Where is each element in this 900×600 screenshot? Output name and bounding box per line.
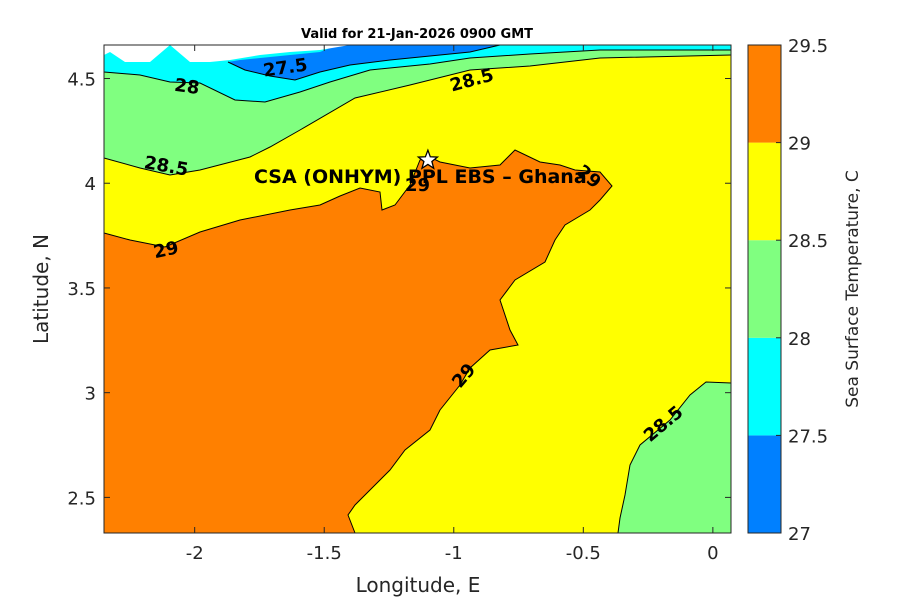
contour-line-29 <box>103 149 613 534</box>
contour-line-28.5-north <box>103 54 732 176</box>
colorbar-tick-label: 29.5 <box>788 36 828 57</box>
band-29-29.5-area <box>104 150 612 533</box>
band-28-28.5-southeast-area <box>618 382 731 533</box>
colorbar-band <box>748 142 781 241</box>
colorbar-tick-label: 29 <box>788 134 811 155</box>
no-data-area <box>104 45 350 62</box>
y-tick-label: 2.5 <box>67 488 96 509</box>
x-tick-label: -1.5 <box>307 543 342 564</box>
plot-frame <box>103 44 732 534</box>
x-axis-title: Longitude, E <box>356 573 481 597</box>
contour-line-28-north <box>103 49 731 103</box>
site-marker-group: CSA (ONHYM) PPL EBS – Ghana <box>254 148 587 188</box>
contour-line-28.5-southeast <box>617 381 732 534</box>
colorbar-title: Sea Surface Temperature, C <box>843 170 863 408</box>
colorbar: 27 27.5 28 28.5 29 29.5 <box>747 36 828 545</box>
colorbar-tick-label: 28 <box>788 329 811 350</box>
colorbar-tick-label: 28.5 <box>788 231 828 252</box>
y-tick-label: 4.5 <box>67 70 96 91</box>
x-tick-label: 0 <box>707 543 718 564</box>
colorbar-frame <box>747 44 782 534</box>
y-axis-title: Latitude, N <box>29 234 53 344</box>
contour-label: 29 <box>152 237 181 263</box>
y-tick-label: 3 <box>85 384 96 405</box>
colorbar-band <box>748 337 781 436</box>
chart-title: Valid for 21-Jan-2026 0900 GMT <box>301 27 533 42</box>
y-tick-label: 3.5 <box>67 279 96 300</box>
x-tick-label: -0.5 <box>566 543 601 564</box>
colorbar-band <box>748 45 781 143</box>
y-axis: 2.5 3 3.5 4 4.5 <box>67 70 731 509</box>
contour-label: 28 <box>173 75 201 99</box>
colorbar-tick-label: 27.5 <box>788 426 828 447</box>
contour-label: 29 <box>405 175 430 196</box>
x-tick-label: -2 <box>186 543 204 564</box>
colorbar-band <box>748 240 781 338</box>
colorbar-band <box>748 435 781 533</box>
band-27-27.5-area <box>228 45 500 80</box>
y-tick-label: 4 <box>85 174 96 195</box>
colorbar-tick-label: 27 <box>788 524 811 545</box>
contour-line-27.5 <box>227 44 501 81</box>
x-axis: -2 -1.5 -1 -0.5 0 <box>186 45 719 564</box>
contour-map <box>103 44 732 534</box>
site-label: CSA (ONHYM) PPL EBS – Ghana <box>254 166 587 188</box>
x-tick-label: -1 <box>445 543 463 564</box>
site-star-icon <box>416 148 440 170</box>
